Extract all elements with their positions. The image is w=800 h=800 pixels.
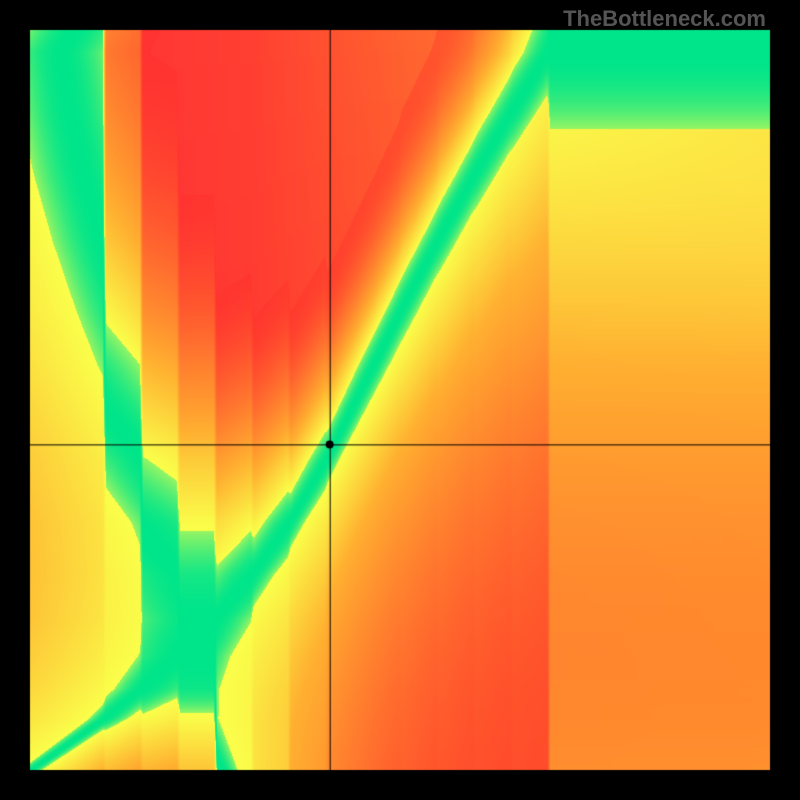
watermark-text: TheBottleneck.com: [563, 6, 766, 32]
chart-container: TheBottleneck.com: [0, 0, 800, 800]
bottleneck-heatmap: [0, 0, 800, 800]
